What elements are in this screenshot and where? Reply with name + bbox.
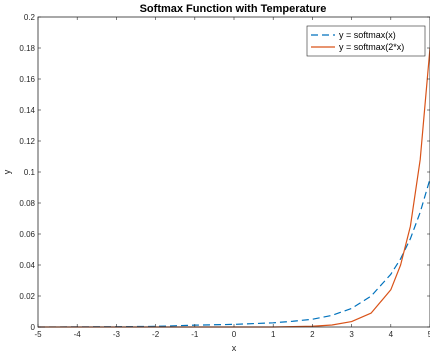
chart-title: Softmax Function with Temperature [140, 3, 327, 15]
x-tick-label: -3 [113, 330, 121, 339]
x-axis-label: x [232, 343, 237, 353]
y-axis-label: y [2, 169, 12, 174]
x-tick-label: 1 [271, 330, 276, 339]
x-tick-label: 2 [310, 330, 315, 339]
y-tick-label: 0.18 [19, 44, 35, 53]
legend-label-softmax-2x: y = softmax(2*x) [339, 42, 404, 52]
y-tick-label: 0.02 [19, 292, 35, 301]
legend: y = softmax(x) y = softmax(2*x) [306, 25, 426, 57]
legend-box [306, 25, 426, 57]
y-tick-label: 0.1 [24, 168, 36, 177]
x-tick-label: 5 [428, 330, 430, 339]
y-tick-label: 0.2 [24, 13, 36, 22]
y-tick-label: 0.12 [19, 137, 35, 146]
x-tick-label: 3 [349, 330, 354, 339]
y-tick-label: 0.16 [19, 75, 35, 84]
x-tick-label: -1 [191, 330, 199, 339]
x-tick-label: -4 [74, 330, 82, 339]
legend-label-softmax-x: y = softmax(x) [339, 30, 396, 40]
tick-layer: -5 -4 -3 -2 -1 0 1 2 3 4 5 0 0.02 0.04 0.06 0.08 0.1 0.12… [19, 13, 430, 339]
x-tick-label: -5 [34, 330, 42, 339]
y-tick-label: 0.08 [19, 199, 35, 208]
plot-area [38, 17, 430, 327]
x-tick-label: 0 [232, 330, 237, 339]
x-tick-label: 4 [389, 330, 394, 339]
x-tick-label: -2 [152, 330, 160, 339]
y-tick-label: 0.06 [19, 230, 35, 239]
y-tick-label: 0.04 [19, 261, 35, 270]
y-tick-label: 0 [31, 323, 36, 332]
y-tick-label: 0.14 [19, 106, 35, 115]
